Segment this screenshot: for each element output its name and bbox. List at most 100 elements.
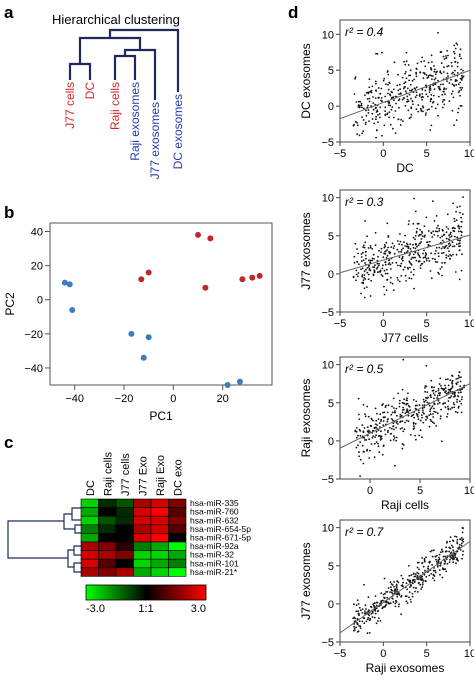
scatter-point	[439, 417, 442, 420]
scatter-point	[400, 275, 403, 277]
scatter-point	[391, 591, 393, 594]
scatter-point	[449, 379, 452, 381]
scatter-point	[357, 444, 359, 447]
scatter-point	[401, 427, 403, 429]
panel-letter-a: a	[4, 3, 14, 22]
scatter-point	[445, 256, 448, 259]
scatter-point	[439, 89, 441, 91]
scatter-point	[441, 239, 444, 242]
scatter-point	[399, 93, 402, 95]
scatter-y-tick-label: 0	[328, 269, 334, 281]
scatter-point	[360, 104, 363, 107]
scatter-point	[425, 556, 427, 559]
scatter-point	[402, 430, 405, 433]
scatter-point	[399, 413, 402, 416]
scatter-point	[459, 48, 462, 51]
scatter-point	[368, 614, 370, 617]
scatter-point	[375, 441, 378, 443]
scatter-point	[425, 419, 427, 421]
scatter-point	[438, 558, 441, 561]
heatmap-cell	[168, 507, 187, 517]
scatter-point	[435, 246, 438, 249]
scatter-point	[377, 97, 380, 99]
scatter-point	[369, 259, 372, 262]
scatter-point	[422, 565, 425, 568]
scatter-point	[406, 588, 409, 591]
heatmap-row-label: hsa-miR-101	[190, 558, 239, 568]
scatter-point	[390, 586, 392, 589]
scatter-point	[407, 246, 410, 248]
heatmap-cell	[168, 541, 187, 551]
scatter-point	[392, 439, 395, 441]
scatter-point	[459, 105, 462, 107]
scatter-point	[459, 245, 462, 247]
heatmap-cell	[133, 567, 152, 577]
scatter-point	[391, 242, 394, 245]
scatter-point	[361, 444, 364, 447]
scatter-point	[439, 377, 442, 380]
scatter-point	[438, 230, 441, 232]
scatter-point	[377, 418, 380, 420]
scatter-x-tick-label: 10	[464, 485, 474, 497]
scatter-point	[416, 245, 418, 248]
heatmap-column-label: DC	[85, 480, 97, 496]
scatter-point	[421, 232, 424, 234]
scatter-y-tick-label: 5	[328, 65, 334, 77]
scatter-y-tick-label: 10	[322, 193, 334, 205]
scatter-point	[438, 394, 441, 397]
scatter-point	[459, 389, 462, 391]
scatter-point	[449, 536, 452, 539]
scatter-point	[421, 409, 424, 412]
scatter-point	[437, 31, 439, 34]
pca-point	[69, 306, 76, 313]
scatter-point	[445, 55, 447, 57]
scatter-point	[362, 430, 365, 433]
scatter-point	[439, 71, 442, 74]
scatter-point	[428, 108, 430, 111]
scatter-point	[392, 407, 395, 409]
scatter-point	[386, 272, 389, 275]
scatter-point	[431, 549, 433, 552]
scatter-point	[437, 224, 439, 227]
scatter-point	[371, 248, 374, 250]
heatmap-row-label: hsa-miR-632	[190, 515, 239, 525]
scatter-point	[451, 539, 454, 542]
scatter-point	[393, 61, 396, 64]
scatter-point	[364, 251, 367, 253]
scatter-point	[433, 422, 435, 425]
scatter-point	[391, 597, 394, 600]
scatter-point	[433, 65, 435, 67]
scatter-point	[375, 622, 378, 625]
heatmap-cell	[115, 533, 134, 543]
dendrogram-leaf-label: Raji exosomes	[128, 82, 142, 161]
scatter-point	[389, 94, 392, 97]
scatter-point	[451, 382, 454, 385]
scatter-point	[412, 413, 415, 416]
scatter-point	[417, 252, 419, 255]
scatter-y-axis-title: J77 exosomes	[299, 542, 313, 619]
scatter-point	[395, 426, 398, 429]
heatmap-row-label: hsa-miR-92a	[190, 541, 239, 551]
scatter-point	[455, 119, 458, 121]
scatter-point	[399, 265, 402, 267]
scatter-point	[458, 376, 461, 379]
scatter-point	[460, 105, 463, 107]
scatter-point	[402, 581, 404, 584]
scatter-point	[408, 79, 410, 82]
scatter-point	[381, 51, 383, 54]
scatter-point	[404, 266, 406, 269]
scatter-point	[391, 91, 394, 94]
scatter-point	[449, 396, 452, 399]
pca-x-axis-title: PC1	[149, 409, 173, 423]
scatter-point	[446, 247, 449, 250]
scatter-point	[363, 244, 365, 247]
scatter-point	[367, 415, 370, 418]
scatter-point	[433, 397, 435, 400]
scatter-point	[354, 120, 357, 123]
scatter-point	[447, 54, 449, 57]
scatter-point	[432, 416, 435, 418]
heatmap-cell	[150, 567, 169, 577]
scatter-point	[406, 250, 409, 252]
scatter-point	[383, 411, 386, 414]
scatter-point	[404, 234, 407, 237]
